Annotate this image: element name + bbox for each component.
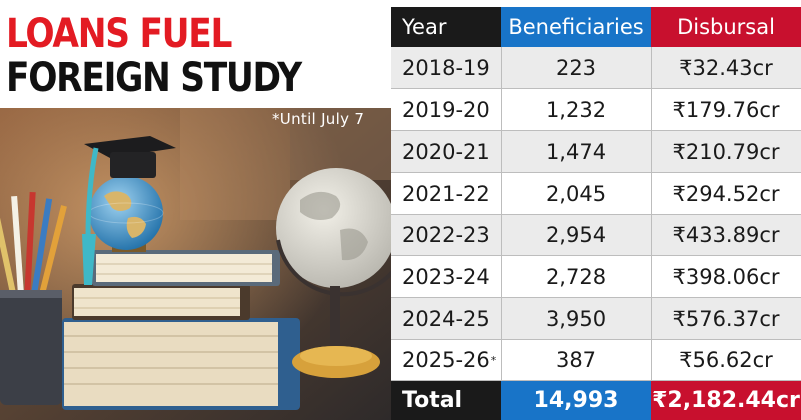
- small-globe: [88, 176, 164, 252]
- cell-beneficiaries: 223: [501, 47, 651, 88]
- book-stack: [62, 250, 300, 410]
- header-beneficiaries: Beneficiaries: [501, 7, 651, 47]
- headline-line-2: FOREIGN STUDY: [6, 55, 302, 101]
- cell-year: 2023-24: [391, 256, 501, 297]
- cell-disbursal: ₹56.62cr: [651, 340, 801, 380]
- table-row: 2025-26 * 387 ₹56.62cr: [391, 340, 801, 381]
- cell-year: 2020-21: [391, 131, 501, 172]
- table-row: 2019-20 1,232 ₹179.76cr: [391, 89, 801, 131]
- cell-year: 2024-25: [391, 298, 501, 339]
- cell-year: 2025-26 *: [391, 340, 501, 380]
- cell-disbursal: ₹576.37cr: [651, 298, 801, 339]
- graduation-cap-icon: [82, 136, 176, 285]
- pencil-cup: [0, 191, 67, 405]
- table-total-row: Total 14,993 ₹2,182.44cr: [391, 381, 801, 420]
- headline: LOANS FUEL FOREIGN STUDY: [0, 0, 391, 108]
- cell-beneficiaries: 2,728: [501, 256, 651, 297]
- cell-year: 2021-22: [391, 173, 501, 214]
- cell-beneficiaries: 387: [501, 340, 651, 380]
- total-label: Total: [391, 381, 501, 420]
- table-row: 2021-22 2,045 ₹294.52cr: [391, 173, 801, 215]
- total-beneficiaries: 14,993: [501, 381, 651, 420]
- table-row: 2024-25 3,950 ₹576.37cr: [391, 298, 801, 340]
- table-row: 2023-24 2,728 ₹398.06cr: [391, 256, 801, 298]
- cell-disbursal: ₹294.52cr: [651, 173, 801, 214]
- footnote-marker: *: [490, 353, 497, 367]
- table-row: 2020-21 1,474 ₹210.79cr: [391, 131, 801, 173]
- cell-disbursal: ₹179.76cr: [651, 89, 801, 130]
- cell-year: 2018-19: [391, 47, 501, 88]
- cell-disbursal: ₹210.79cr: [651, 131, 801, 172]
- cell-beneficiaries: 3,950: [501, 298, 651, 339]
- total-disbursal: ₹2,182.44cr: [651, 381, 801, 420]
- footnote: *Until July 7: [272, 110, 365, 128]
- cell-year-text: 2025-26: [402, 348, 490, 372]
- header-year: Year: [391, 7, 501, 47]
- cell-year: 2019-20: [391, 89, 501, 130]
- cell-year: 2022-23: [391, 215, 501, 255]
- header-disbursal: Disbursal: [651, 7, 801, 47]
- cell-beneficiaries: 1,232: [501, 89, 651, 130]
- left-panel: LOANS FUEL FOREIGN STUDY: [0, 0, 391, 420]
- cell-disbursal: ₹398.06cr: [651, 256, 801, 297]
- desk-globe: [276, 168, 391, 378]
- cell-beneficiaries: 1,474: [501, 131, 651, 172]
- table-row: 2018-19 223 ₹32.43cr: [391, 47, 801, 89]
- cell-disbursal: ₹32.43cr: [651, 47, 801, 88]
- data-table: Year Beneficiaries Disbursal 2018-19 223…: [391, 7, 801, 420]
- table-header-row: Year Beneficiaries Disbursal: [391, 7, 801, 47]
- books-globe-illustration: [0, 100, 391, 420]
- cell-beneficiaries: 2,954: [501, 215, 651, 255]
- cell-beneficiaries: 2,045: [501, 173, 651, 214]
- cell-disbursal: ₹433.89cr: [651, 215, 801, 255]
- headline-line-1: LOANS FUEL: [6, 11, 232, 57]
- table-row: 2022-23 2,954 ₹433.89cr: [391, 215, 801, 256]
